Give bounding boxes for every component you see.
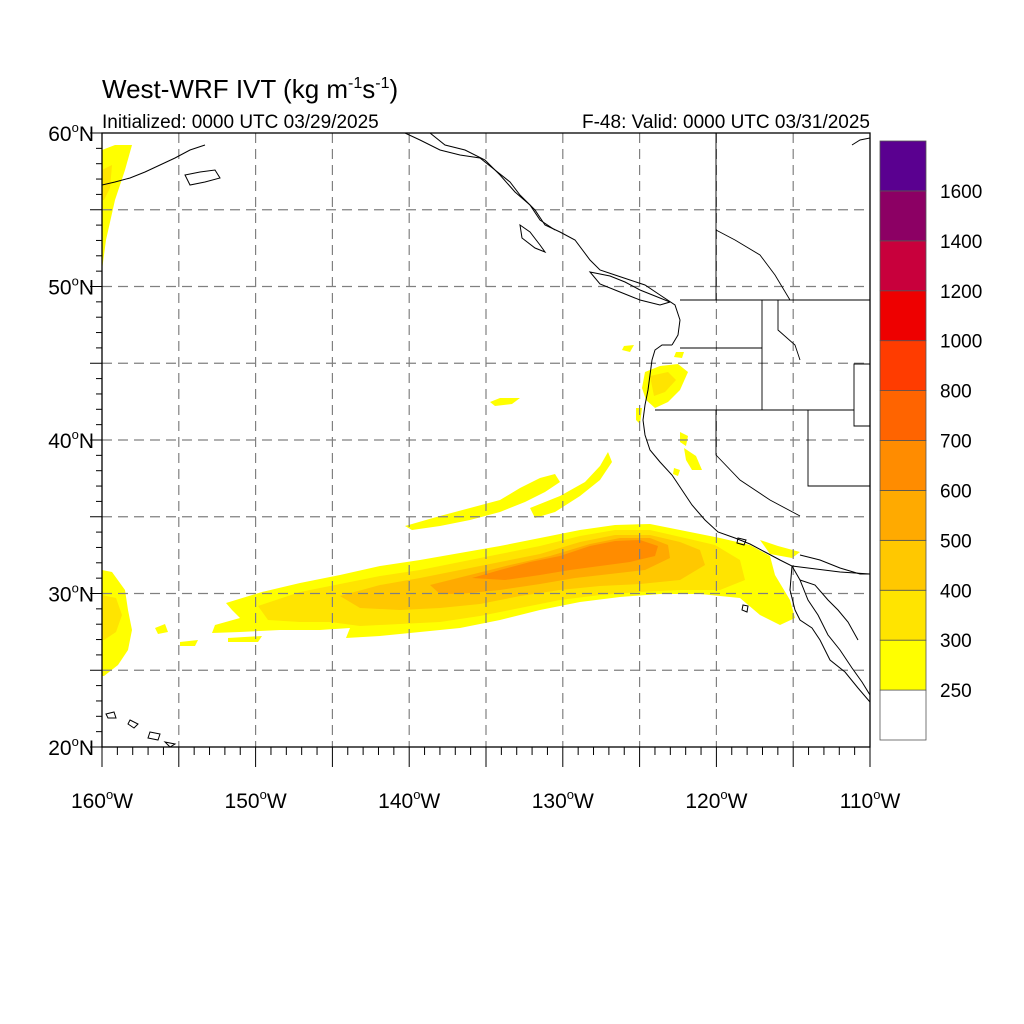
political-borders xyxy=(655,133,870,575)
lat-label: 50oN xyxy=(48,274,94,300)
colorbar-label: 1600 xyxy=(940,182,982,203)
ivt-shading xyxy=(212,524,795,638)
lon-label: 130oW xyxy=(532,787,594,813)
map-title: West-WRF IVT (kg m-1s-1) xyxy=(102,74,398,104)
colorbar-label: 500 xyxy=(940,531,972,552)
colorbar-swatch xyxy=(879,639,927,691)
colorbar-swatch xyxy=(879,140,927,192)
subtitle-valid: F-48: Valid: 0000 UTC 03/31/2025 xyxy=(582,112,870,133)
ivt-300-secondary xyxy=(102,165,676,640)
colorbar-swatch xyxy=(879,689,927,741)
lon-label: 110oW xyxy=(840,787,901,813)
colorbar-label: 600 xyxy=(940,481,972,502)
colorbar-swatch xyxy=(879,490,927,541)
coastlines xyxy=(102,133,870,747)
subtitle-initialized: Initialized: 0000 UTC 03/29/2025 xyxy=(102,112,379,133)
colorbar-swatch xyxy=(879,190,927,242)
lon-label: 150oW xyxy=(225,787,287,813)
colorbar-label: 250 xyxy=(940,681,972,702)
colorbar-swatch xyxy=(879,340,927,391)
longitude-labels: 160oW 150oW 140oW 130oW 120oW 110oW xyxy=(71,787,901,813)
lon-label: 140oW xyxy=(378,787,440,813)
lat-label: 40oN xyxy=(48,427,94,453)
colorbar-swatch xyxy=(879,240,927,292)
lon-label: 160oW xyxy=(71,787,133,813)
colorbar-label: 300 xyxy=(940,631,972,652)
map-panel xyxy=(102,133,870,747)
axis-ticks xyxy=(90,132,871,767)
graticule xyxy=(102,133,870,747)
lon-label: 120oW xyxy=(685,787,747,813)
colorbar-label: 700 xyxy=(940,432,972,453)
colorbar-swatch xyxy=(879,589,927,641)
lat-label: 20oN xyxy=(48,734,94,760)
colorbar-swatch xyxy=(879,539,927,591)
colorbar-label: 1200 xyxy=(940,282,982,303)
colorbar-label: 1000 xyxy=(940,332,982,353)
colorbar: 250 300 400 500 600 700 800 1000 1200 1400 1600 xyxy=(879,140,982,741)
lat-label: 30oN xyxy=(48,581,94,607)
latitude-labels: 60oN 50oN 40oN 30oN 20oN xyxy=(48,120,94,760)
lat-label: 60oN xyxy=(48,120,94,146)
colorbar-label: 800 xyxy=(940,382,972,403)
colorbar-swatch xyxy=(879,440,927,491)
colorbar-label: 400 xyxy=(940,581,972,602)
colorbar-swatch xyxy=(879,390,927,441)
colorbar-swatch xyxy=(879,290,927,342)
ivt-600-river-core xyxy=(472,540,658,580)
colorbar-label: 1400 xyxy=(940,232,982,253)
